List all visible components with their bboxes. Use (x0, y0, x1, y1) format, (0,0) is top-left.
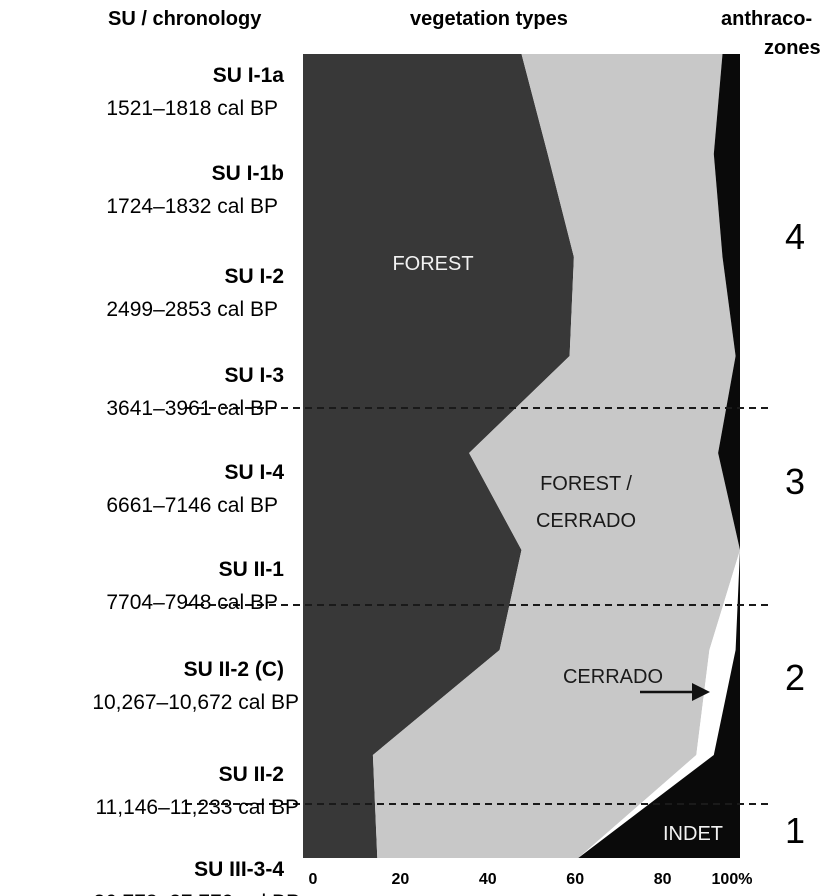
region-label: FOREST (392, 253, 473, 275)
su-name-label: SU II-1 (219, 558, 285, 581)
zone-separators (185, 407, 768, 805)
su-date-label: 26,778–27,770 cal BP (93, 891, 300, 896)
anthracozone-number: 3 (785, 461, 805, 502)
forest-cerrado-area (372, 54, 740, 858)
header-zones-line2: zones (764, 37, 821, 59)
x-tick-label: 20 (392, 871, 410, 888)
region-label: CERRADO (563, 666, 663, 688)
anthracozone-numbers: 4 3 2 1 (785, 216, 805, 851)
forest-area (303, 54, 574, 858)
header-chronology: SU / chronology (108, 8, 262, 30)
su-date-label: 10,267–10,672 cal BP (92, 691, 299, 714)
su-date-label: 2499–2853 cal BP (106, 298, 278, 321)
anthracozone-number: 1 (785, 810, 805, 851)
su-labels: SU I-1a 1521–1818 cal BP SU I-1b 1724–1832 … (92, 64, 300, 896)
header-zones-line1: anthraco- (721, 8, 812, 30)
su-name-label: SU I-1a (213, 64, 285, 87)
header-vegetation: vegetation types (410, 8, 568, 30)
x-axis-ticks: 0 20 40 60 80 100% (309, 871, 753, 888)
region-label: FOREST / (540, 473, 632, 495)
su-date-label: 6661–7146 cal BP (106, 494, 278, 517)
su-date-label: 1521–1818 cal BP (106, 97, 278, 120)
region-label: INDET (663, 823, 723, 845)
x-tick-label: 0 (309, 871, 318, 888)
x-tick-label: 100% (712, 871, 753, 888)
su-name-label: SU II-2 (C) (184, 658, 284, 681)
su-name-label: SU I-1b (212, 162, 284, 185)
su-date-label: 11,146–11,233 cal BP (95, 796, 299, 819)
indet-area (578, 54, 740, 858)
x-tick-label: 80 (654, 871, 672, 888)
region-label: CERRADO (536, 510, 636, 532)
su-name-label: SU I-3 (224, 364, 284, 387)
su-name-label: SU I-2 (224, 265, 284, 288)
su-date-label: 7704–7948 cal BP (106, 591, 278, 614)
anthracozone-number: 2 (785, 657, 805, 698)
su-name-label: SU I-4 (224, 461, 284, 484)
su-date-label: 3641–3961 cal BP (106, 397, 278, 420)
cerrado-arrow-head (692, 683, 710, 701)
anthracozone-number: 4 (785, 216, 805, 257)
region-labels: FOREST FOREST / CERRADO CERRADO INDET (392, 253, 723, 845)
x-tick-label: 40 (479, 871, 497, 888)
x-tick-label: 60 (566, 871, 584, 888)
su-name-label: SU III-3-4 (194, 858, 284, 881)
su-date-label: 1724–1832 cal BP (106, 195, 278, 218)
vegetation-areas (303, 54, 740, 858)
su-name-label: SU II-2 (219, 763, 284, 786)
